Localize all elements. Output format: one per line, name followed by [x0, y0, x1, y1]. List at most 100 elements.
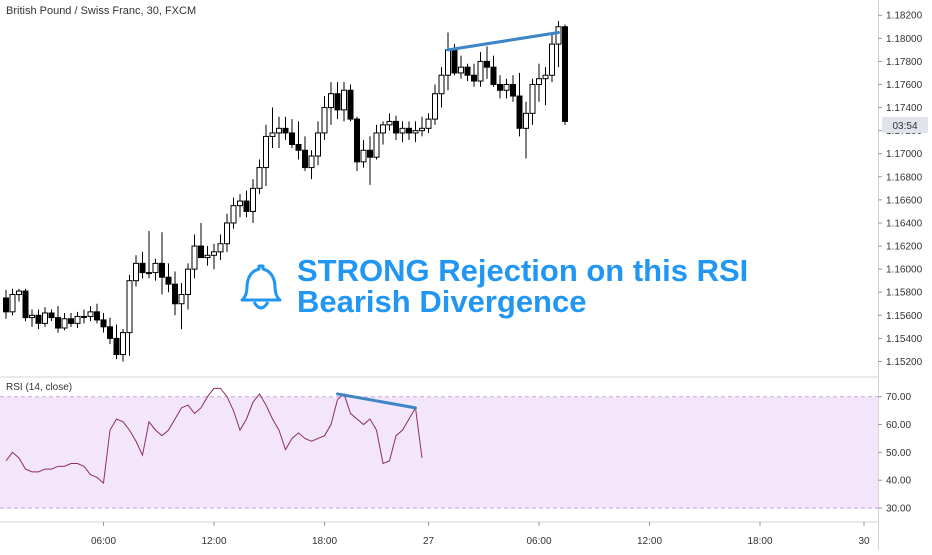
candle-bullish	[16, 290, 22, 296]
rsi-line	[5, 387, 423, 485]
candle-bearish	[165, 276, 172, 285]
candle-bullish	[549, 43, 555, 76]
bell-icon	[240, 264, 282, 310]
price-tick-label: 1.16000	[886, 265, 923, 276]
candle-bullish	[152, 262, 159, 274]
candle-bearish	[139, 262, 146, 274]
price-tick-label: 1.15600	[886, 311, 923, 322]
candle-bullish	[81, 315, 87, 318]
candle-bearish	[3, 297, 9, 313]
price-tick-label: 1.16800	[886, 172, 923, 183]
rsi-axis[interactable]: 70.00 60.00 50.00 40.00 30.00	[878, 392, 911, 515]
candle-bullish	[477, 60, 484, 82]
candle-bearish	[302, 149, 308, 169]
candle-bearish	[490, 66, 497, 85]
candle-bullish	[74, 315, 81, 324]
price-axis[interactable]: 1.182001.180001.178001.176001.174001.172…	[878, 11, 923, 368]
time-tick-label: 27	[423, 536, 435, 547]
price-tick-label: 1.18000	[886, 34, 923, 45]
candle-bearish	[159, 262, 165, 278]
candle-bearish	[100, 319, 107, 328]
rsi-pane[interactable]	[5, 387, 423, 485]
candle-bearish	[295, 143, 302, 151]
price-tick-label: 1.18200	[886, 11, 923, 22]
time-tick-label: 18:00	[312, 536, 337, 547]
rsi-divergence-trendline	[336, 392, 417, 410]
candle-bullish	[523, 112, 529, 129]
candle-bearish	[22, 290, 29, 319]
candle-bullish	[321, 107, 328, 134]
current-time-label: 03:54	[892, 121, 917, 132]
candle-bullish	[536, 78, 542, 85]
chart-title: British Pound / Swiss Franc, 30, FXCM	[6, 5, 196, 17]
candle-bullish	[87, 311, 94, 317]
candle-bearish	[94, 311, 100, 321]
price-divergence-trendline	[446, 31, 560, 52]
candle-bearish	[451, 49, 458, 74]
candle-bearish	[198, 245, 204, 259]
candle-bearish	[243, 200, 250, 212]
time-tick-label: 12:00	[637, 536, 662, 547]
candle-bullish	[256, 167, 263, 189]
candle-bullish	[230, 205, 237, 224]
candle-bearish	[406, 127, 412, 134]
rsi-tick-label: 40.00	[886, 476, 911, 487]
time-tick-label: 30	[858, 536, 870, 547]
time-axis[interactable]: 06:00 12:00 18:00 27 06:00 12:00 18:00 30	[91, 522, 870, 547]
candle-bullish	[458, 66, 464, 74]
candle-bullish	[438, 74, 445, 95]
candle-bullish	[133, 262, 139, 282]
candle-bullish	[9, 294, 16, 313]
candle-bullish	[542, 74, 549, 80]
annotation-line-2: Bearish Divergence	[297, 284, 586, 319]
price-tick-label: 1.16200	[886, 242, 923, 253]
candle-bearish	[35, 314, 42, 324]
price-tick-label: 1.17800	[886, 57, 923, 68]
candle-bearish	[562, 26, 568, 122]
current-time-badge	[882, 117, 928, 133]
price-tick-label: 1.17400	[886, 103, 923, 114]
price-tick-label: 1.15800	[886, 288, 923, 299]
candle-bullish	[146, 272, 152, 275]
candle-bullish	[373, 132, 380, 158]
candle-bullish	[425, 118, 432, 129]
price-tick-label: 1.15200	[886, 357, 923, 368]
candle-bearish	[367, 149, 373, 158]
candle-bullish	[328, 93, 334, 109]
rsi-band	[0, 396, 878, 509]
candle-bearish	[393, 120, 399, 134]
candle-bullish	[237, 200, 243, 207]
candle-bullish	[315, 132, 321, 157]
time-tick-label: 12:00	[201, 536, 226, 547]
candle-bearish	[289, 132, 295, 145]
candle-bearish	[484, 60, 490, 68]
rsi-title: RSI (14, close)	[6, 382, 72, 393]
candle-bullish	[432, 93, 438, 120]
candle-bullish	[503, 83, 510, 91]
candle-bullish	[42, 312, 48, 324]
candle-bullish	[386, 120, 393, 126]
candle-bullish	[419, 127, 425, 132]
price-pane[interactable]	[3, 21, 568, 362]
candle-bullish	[224, 222, 230, 245]
candle-bearish	[55, 317, 61, 329]
candle-bullish	[61, 318, 68, 329]
price-tick-label: 1.16400	[886, 218, 923, 229]
candle-bearish	[497, 83, 503, 91]
price-tick-label: 1.17000	[886, 149, 923, 160]
candle-bearish	[464, 66, 471, 76]
candle-bullish	[204, 254, 211, 259]
candle-bullish	[341, 89, 347, 111]
candle-bullish	[126, 280, 133, 334]
candle-bearish	[48, 312, 55, 319]
candle-bullish	[217, 243, 224, 253]
price-tick-label: 1.16600	[886, 195, 923, 206]
time-tick-label: 06:00	[91, 536, 116, 547]
rsi-tick-label: 70.00	[886, 392, 911, 403]
candle-bearish	[107, 326, 113, 339]
candle-bullish	[276, 127, 282, 134]
rsi-tick-label: 60.00	[886, 420, 911, 431]
candle-bullish	[263, 135, 269, 169]
candle-bullish	[445, 49, 451, 76]
